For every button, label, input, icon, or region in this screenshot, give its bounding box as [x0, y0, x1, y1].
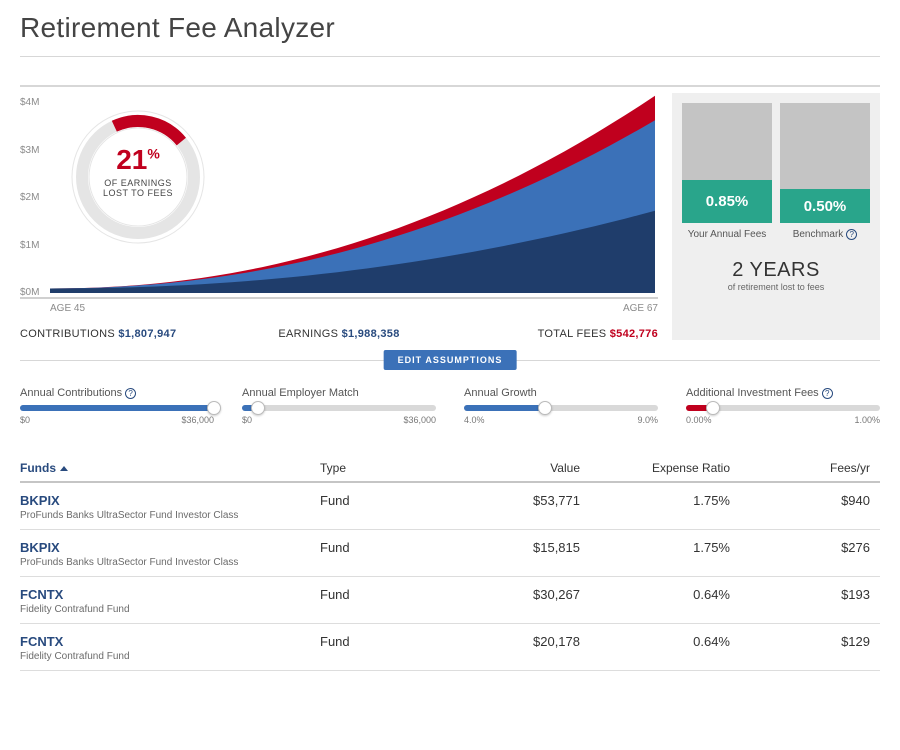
fund-expense: 1.75% — [590, 493, 740, 521]
slider-label: Additional Investment Fees? — [686, 387, 880, 399]
side-panel: 0.85%Your Annual Fees0.50%Benchmark? 2 Y… — [672, 93, 880, 340]
table-row[interactable]: BKPIX ProFunds Banks UltraSector Fund Inv… — [20, 530, 880, 577]
x-end: AGE 67 — [623, 303, 658, 314]
benchmark-bar: 0.50%Benchmark? — [780, 103, 870, 251]
slider-thumb[interactable] — [251, 401, 265, 415]
y-tick: $1M — [20, 240, 39, 251]
earnings-value: $1,988,358 — [342, 328, 400, 340]
slider-annual-contributions[interactable]: Annual Contributions? $0$36,000 — [20, 387, 214, 425]
donut-percent: 21% — [66, 145, 210, 176]
fees-value: $542,776 — [610, 328, 658, 340]
slider-track[interactable] — [686, 405, 880, 411]
fund-fees: $193 — [740, 587, 880, 615]
contrib-value: $1,807,947 — [118, 328, 176, 340]
fund-fees: $940 — [740, 493, 880, 521]
info-icon[interactable]: ? — [125, 388, 136, 399]
slider-track[interactable] — [242, 405, 436, 411]
side-summary: 2 YEARS of retirement lost to fees — [682, 259, 870, 292]
sliders-row: Annual Contributions?$0$36,000Annual Emp… — [20, 387, 880, 425]
sort-asc-icon — [60, 466, 68, 471]
table-header: Funds Type Value Expense Ratio Fees/yr — [20, 461, 880, 483]
fund-ticker: FCNTX — [20, 587, 310, 602]
edit-assumptions-button[interactable]: EDIT ASSUMPTIONS — [384, 350, 517, 370]
fund-value: $53,771 — [450, 493, 590, 521]
fund-fees: $276 — [740, 540, 880, 568]
years-lost-caption: of retirement lost to fees — [682, 282, 870, 292]
top-section: $0M $1M $2M $3M $4M 21% OF EARNINGSLOST TO F… — [20, 85, 880, 340]
earnings-label: EARNINGS — [278, 328, 338, 340]
slider-thumb[interactable] — [207, 401, 221, 415]
slider-label: Annual Contributions? — [20, 387, 214, 399]
table-row[interactable]: FCNTX Fidelity Contrafund Fund Fund$30,267… — [20, 577, 880, 624]
fund-value: $20,178 — [450, 634, 590, 662]
x-axis: AGE 45 AGE 67 — [20, 297, 658, 314]
years-lost: 2 YEARS — [682, 259, 870, 282]
table-row[interactable]: FCNTX Fidelity Contrafund Fund Fund$20,178… — [20, 624, 880, 671]
y-tick: $4M — [20, 97, 39, 108]
fund-type: Fund — [320, 493, 450, 521]
slider-thumb[interactable] — [538, 401, 552, 415]
slider-track[interactable] — [464, 405, 658, 411]
slider-additional-investment-fees[interactable]: Additional Investment Fees? 0.00%1.00% — [686, 387, 880, 425]
slider-range: $0$36,000 — [20, 415, 214, 425]
page-title: Retirement Fee Analyzer — [20, 12, 880, 57]
fund-expense: 1.75% — [590, 540, 740, 568]
col-expense[interactable]: Expense Ratio — [590, 461, 740, 475]
totals-row: CONTRIBUTIONS $1,807,947 EARNINGS $1,988… — [20, 328, 658, 340]
col-fees[interactable]: Fees/yr — [740, 461, 880, 475]
slider-annual-employer-match[interactable]: Annual Employer Match $0$36,000 — [242, 387, 436, 425]
fund-expense: 0.64% — [590, 634, 740, 662]
info-icon[interactable]: ? — [846, 229, 857, 240]
your-fees-bar: 0.85%Your Annual Fees — [682, 103, 772, 251]
slider-annual-growth[interactable]: Annual Growth 4.0%9.0% — [464, 387, 658, 425]
fund-type: Fund — [320, 587, 450, 615]
y-tick: $0M — [20, 287, 39, 298]
fund-name: Fidelity Contrafund Fund — [20, 604, 310, 615]
y-tick: $2M — [20, 192, 39, 203]
fund-fees: $129 — [740, 634, 880, 662]
funds-table: Funds Type Value Expense Ratio Fees/yr B… — [20, 461, 880, 671]
slider-label: Annual Growth — [464, 387, 658, 399]
fees-label: TOTAL FEES — [538, 328, 607, 340]
fund-ticker: BKPIX — [20, 540, 310, 555]
slider-label: Annual Employer Match — [242, 387, 436, 399]
fund-name: ProFunds Banks UltraSector Fund Investor… — [20, 557, 310, 568]
fund-name: ProFunds Banks UltraSector Fund Investor… — [20, 510, 310, 521]
fund-value: $15,815 — [450, 540, 590, 568]
fee-donut: 21% OF EARNINGSLOST TO FEES — [66, 105, 210, 249]
fund-type: Fund — [320, 540, 450, 568]
table-row[interactable]: BKPIX ProFunds Banks UltraSector Fund Inv… — [20, 483, 880, 530]
slider-range: 4.0%9.0% — [464, 415, 658, 425]
y-tick: $3M — [20, 145, 39, 156]
slider-track[interactable] — [20, 405, 214, 411]
x-start: AGE 45 — [50, 303, 85, 314]
fund-value: $30,267 — [450, 587, 590, 615]
fund-ticker: BKPIX — [20, 493, 310, 508]
col-funds-sort[interactable]: Funds — [20, 461, 320, 475]
info-icon[interactable]: ? — [822, 388, 833, 399]
chart-column: $0M $1M $2M $3M $4M 21% OF EARNINGSLOST TO F… — [20, 93, 658, 340]
contrib-label: CONTRIBUTIONS — [20, 328, 115, 340]
col-value[interactable]: Value — [450, 461, 590, 475]
fund-ticker: FCNTX — [20, 634, 310, 649]
fund-expense: 0.64% — [590, 587, 740, 615]
fund-name: Fidelity Contrafund Fund — [20, 651, 310, 662]
slider-range: $0$36,000 — [242, 415, 436, 425]
donut-subtitle: OF EARNINGSLOST TO FEES — [66, 179, 210, 199]
slider-thumb[interactable] — [706, 401, 720, 415]
col-type[interactable]: Type — [320, 461, 450, 475]
slider-range: 0.00%1.00% — [686, 415, 880, 425]
area-chart: $0M$1M$2M$3M$4M 21% OF EARNINGSLOST TO F… — [20, 93, 658, 293]
fund-type: Fund — [320, 634, 450, 662]
assumptions-divider: EDIT ASSUMPTIONS — [20, 360, 880, 361]
